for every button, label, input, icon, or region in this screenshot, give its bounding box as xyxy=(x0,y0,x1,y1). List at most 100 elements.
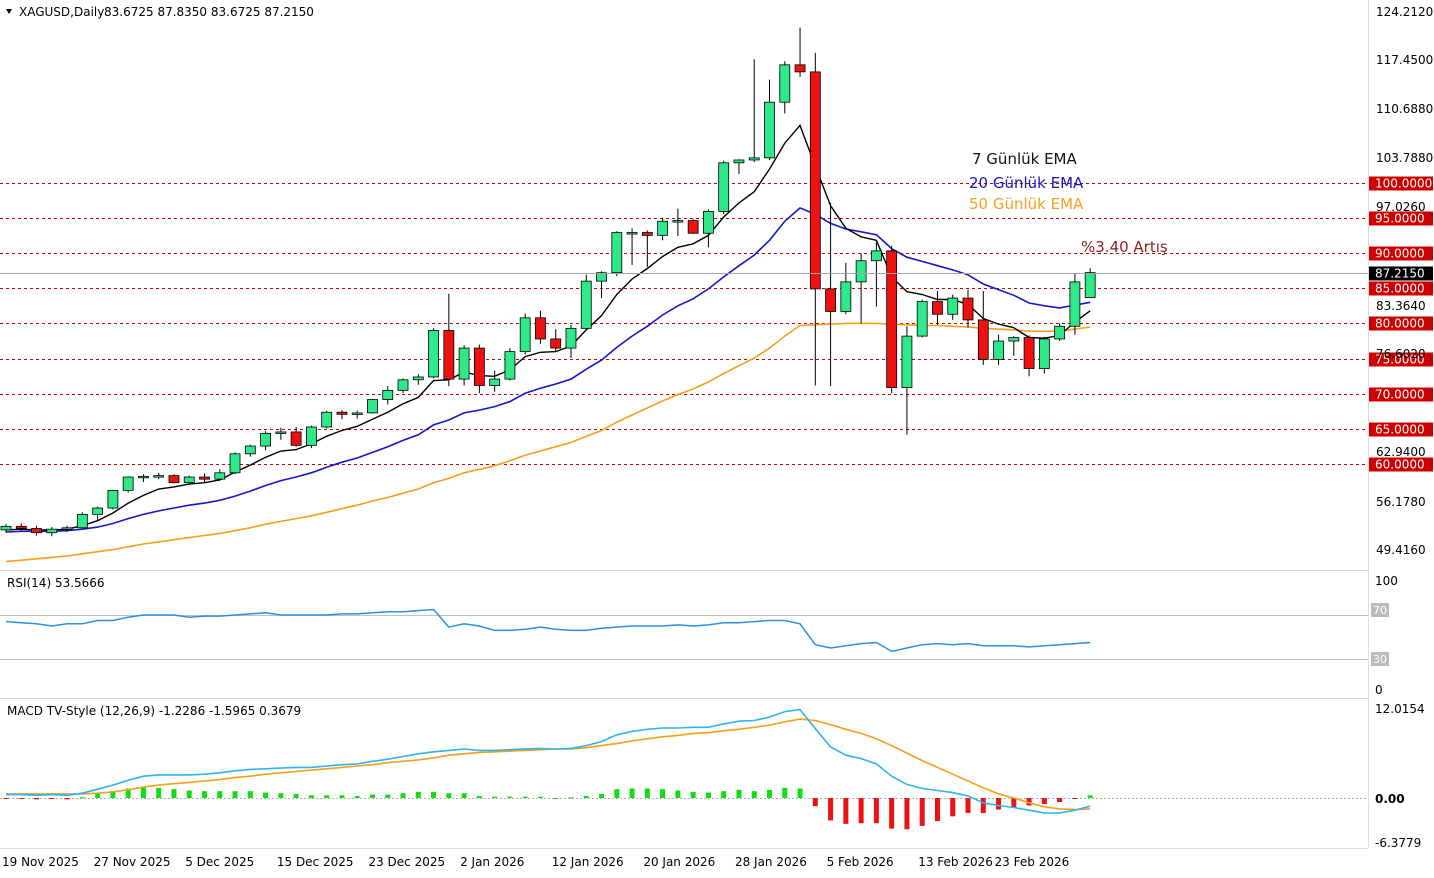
macd-histogram-bar xyxy=(965,798,971,813)
candle-body xyxy=(870,250,882,262)
rsi-level-low-label: 30 xyxy=(1373,653,1387,666)
candle-body xyxy=(855,260,867,283)
date-tick-label: 23 Dec 2025 xyxy=(368,855,445,869)
macd-line xyxy=(6,708,1091,814)
macd-histogram-bar xyxy=(324,795,330,798)
candle-body xyxy=(550,338,562,349)
macd-histogram-bar xyxy=(385,794,391,798)
candle-body xyxy=(443,330,455,380)
rsi-level-low-badge xyxy=(1371,652,1389,666)
candle-body xyxy=(214,472,226,480)
candle-body xyxy=(1038,338,1050,369)
level-badge xyxy=(1369,246,1433,261)
candle-body xyxy=(260,432,271,447)
candle-body xyxy=(76,513,88,529)
candle-body xyxy=(565,327,577,349)
level-label: 65.0000 xyxy=(1375,423,1425,437)
candle-body xyxy=(489,378,501,386)
candle-body xyxy=(428,330,439,378)
macd-histogram-bar xyxy=(140,787,146,798)
macd-histogram-bar xyxy=(278,793,284,798)
macd-histogram-bar xyxy=(125,788,131,798)
price-tick-label: 49.4160 xyxy=(1376,543,1426,557)
date-tick-label: 5 Feb 2026 xyxy=(827,855,894,869)
macd-histogram-bar xyxy=(34,798,40,800)
macd-histogram-bar xyxy=(950,798,956,817)
candle-body xyxy=(31,528,42,534)
candle-body xyxy=(138,475,149,479)
current-price-marker: 87.2150 xyxy=(0,266,1433,281)
ema20-line xyxy=(5,206,1091,533)
candle-body xyxy=(458,347,470,380)
candle-body xyxy=(901,335,913,388)
price-tick-label: 62.9400 xyxy=(1376,445,1426,459)
macd-histogram-bar xyxy=(263,792,269,798)
candle-body xyxy=(626,232,638,235)
date-tick-label: 20 Jan 2026 xyxy=(643,855,715,869)
candle-body xyxy=(290,431,302,446)
macd-histogram-bar xyxy=(415,791,421,798)
date-tick-label: 28 Jan 2026 xyxy=(735,855,807,869)
price-axis: 124.2120 117.4500 110.6880 103.7880 97.0260 8… xyxy=(1376,5,1433,557)
macd-histogram-bar xyxy=(3,798,9,799)
candle-body xyxy=(229,453,241,474)
ema-lines xyxy=(5,124,1091,563)
macd-histogram-bar xyxy=(812,798,818,807)
macd-histogram-bar xyxy=(599,793,605,798)
price-tick-label: 124.2120 xyxy=(1376,5,1433,19)
macd-histogram-bar xyxy=(1057,798,1063,803)
candle-body xyxy=(779,64,791,103)
macd-histogram-bar xyxy=(492,796,498,798)
candle-body xyxy=(122,476,134,491)
price-tick-label: 83.3640 xyxy=(1376,299,1426,313)
date-tick-label: 27 Nov 2025 xyxy=(94,855,171,869)
symbol-menu-icon[interactable] xyxy=(6,9,12,14)
level-label: 60.0000 xyxy=(1375,458,1425,472)
candle-body xyxy=(672,220,684,223)
macd-histogram-bar xyxy=(721,791,727,798)
macd-histogram-bar xyxy=(507,796,513,798)
macd-histogram-bar xyxy=(553,798,559,799)
macd-histogram-bar xyxy=(431,791,437,798)
candle-body xyxy=(15,525,27,529)
macd-histogram-bar xyxy=(660,789,666,798)
candle-body xyxy=(473,347,485,386)
candle-body xyxy=(535,317,546,340)
macd-histogram-bar xyxy=(369,794,375,798)
candle-body xyxy=(1084,272,1096,298)
candle-body xyxy=(412,376,424,381)
macd-histogram-bar xyxy=(400,793,406,798)
level-badge xyxy=(1369,457,1433,472)
macd-histogram-bar xyxy=(996,798,1002,810)
level-label: 100.0000 xyxy=(1375,177,1432,191)
candle-body xyxy=(825,288,836,312)
ema20-annotation: 20 Günlük EMA xyxy=(969,174,1084,192)
macd-histogram-bar xyxy=(186,790,192,798)
candle-body xyxy=(947,297,959,315)
candle-body xyxy=(1008,337,1020,342)
current-price-badge xyxy=(1369,266,1433,281)
macd-histogram-bar xyxy=(339,795,345,798)
level-label: 90.0000 xyxy=(1375,247,1425,261)
macd-histogram-bar xyxy=(782,787,788,798)
candle-body xyxy=(0,525,12,531)
candle-body xyxy=(809,71,821,290)
macd-histogram-bar xyxy=(843,798,849,824)
macd-scale-bottom: -6.3779 xyxy=(1375,836,1421,850)
level-badge xyxy=(1369,316,1433,331)
candle-body xyxy=(962,297,974,321)
rsi-level-high-badge xyxy=(1371,603,1389,617)
rsi-line xyxy=(5,608,1091,653)
candle-body xyxy=(168,475,180,484)
level-label: 85.0000 xyxy=(1375,282,1425,296)
macd-histogram-bar xyxy=(64,798,70,800)
price-tick-label: 103.7880 xyxy=(1376,151,1433,165)
macd-histogram-bar xyxy=(629,788,635,798)
rsi-title: RSI(14) 53.5666 xyxy=(7,576,105,590)
candle-body xyxy=(321,411,333,428)
macd-histogram-bar xyxy=(614,789,620,798)
level-label: 75.0000 xyxy=(1375,353,1425,367)
macd-histogram-bar xyxy=(354,795,360,798)
